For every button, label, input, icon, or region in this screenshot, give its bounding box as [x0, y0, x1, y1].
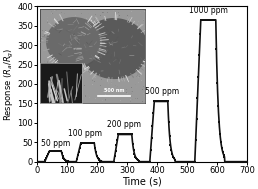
- Y-axis label: Response ($R_a$/$R_g$): Response ($R_a$/$R_g$): [3, 47, 16, 121]
- Text: 1000 ppm: 1000 ppm: [189, 6, 228, 15]
- Text: 200 ppm: 200 ppm: [107, 120, 141, 129]
- Text: 500 ppm: 500 ppm: [145, 87, 179, 96]
- Text: 50 ppm: 50 ppm: [41, 139, 70, 148]
- Text: 100 ppm: 100 ppm: [68, 129, 102, 138]
- X-axis label: Time (s): Time (s): [123, 176, 162, 186]
